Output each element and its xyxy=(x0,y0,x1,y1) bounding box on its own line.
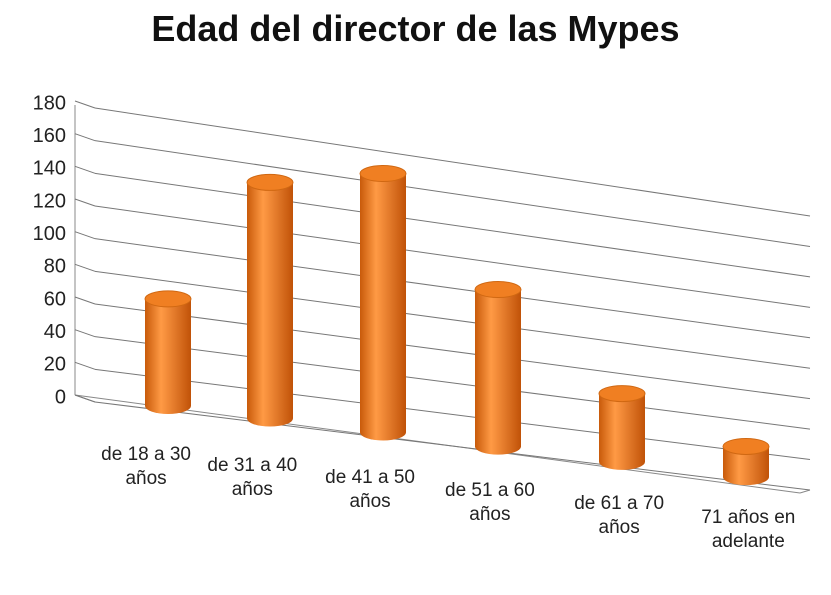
bar xyxy=(722,437,770,486)
chart-title: Edad del director de las Mypes xyxy=(151,8,680,49)
y-tick-label: 140 xyxy=(33,158,66,180)
grid-line xyxy=(94,401,811,491)
y-tick-label: 60 xyxy=(44,288,66,310)
y-tick-label: 180 xyxy=(33,92,66,114)
bar xyxy=(144,290,192,414)
x-tick-label: de 18 a 30 años xyxy=(101,443,191,489)
x-tick-label: de 51 a 60 años xyxy=(445,479,535,525)
wall-line xyxy=(74,394,96,403)
grid-line xyxy=(94,172,811,278)
y-tick-label: 160 xyxy=(33,125,66,147)
wall-line xyxy=(74,231,96,240)
wall-line xyxy=(74,361,96,370)
wall-line xyxy=(74,100,96,109)
floor-line xyxy=(799,489,811,494)
wall-line xyxy=(74,263,96,272)
wall-line xyxy=(74,198,96,207)
grid-line xyxy=(94,140,811,247)
x-tick-label: de 31 a 40 años xyxy=(207,455,298,501)
x-tick-label: de 61 a 70 años xyxy=(574,493,665,539)
y-tick-label: 100 xyxy=(33,223,66,245)
grid-line xyxy=(94,270,811,369)
bar xyxy=(474,281,522,455)
wall-line xyxy=(74,165,96,174)
wall-line xyxy=(74,133,96,142)
grid-line xyxy=(94,107,811,217)
y-tick-label: 40 xyxy=(44,321,66,343)
bar xyxy=(359,165,407,441)
bar xyxy=(246,173,294,427)
wall-line xyxy=(74,296,96,305)
y-tick-label: 0 xyxy=(55,386,66,408)
grid-line xyxy=(94,336,811,430)
wall-line xyxy=(74,329,96,338)
grid-line xyxy=(94,205,811,308)
grid-line xyxy=(94,238,811,339)
y-tick-label: 120 xyxy=(33,190,66,212)
y-tick-label: 80 xyxy=(44,256,66,278)
grid-line xyxy=(94,368,811,461)
x-tick-label: de 41 a 50 años xyxy=(325,467,415,513)
x-tick-label: 71 años en adelante xyxy=(701,507,796,553)
bar xyxy=(598,385,646,470)
y-tick-label: 20 xyxy=(44,354,66,376)
grid-line xyxy=(94,303,811,400)
